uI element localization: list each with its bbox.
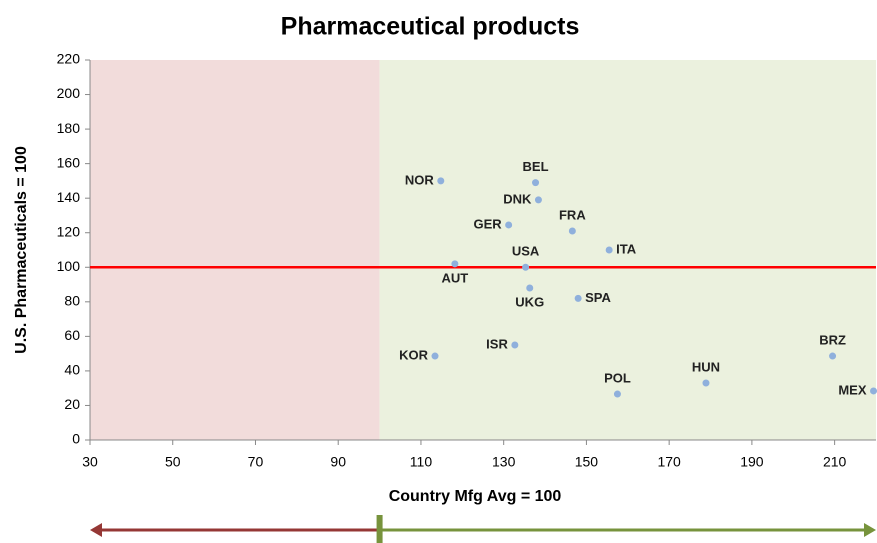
point: [605, 246, 613, 254]
y-tick-label: 80: [64, 293, 80, 309]
x-tick-label: 110: [410, 454, 433, 470]
point: [431, 352, 439, 360]
x-tick-label: 70: [248, 454, 264, 470]
arrow-left-head: [90, 523, 102, 537]
point: [511, 341, 519, 349]
y-tick-label: 40: [64, 362, 80, 378]
point: [534, 196, 542, 204]
point: [451, 260, 459, 268]
point: [702, 379, 710, 387]
x-tick-label: 30: [82, 454, 98, 470]
point: [522, 263, 530, 271]
region: [90, 60, 380, 440]
point-label: KOR: [399, 347, 429, 362]
point-label: DNK: [503, 191, 532, 206]
point-label: ITA: [616, 241, 637, 256]
point: [613, 390, 621, 398]
point: [829, 352, 837, 360]
x-tick-label: 170: [657, 454, 681, 470]
y-tick-label: 140: [57, 189, 81, 205]
chart-title: Pharmaceutical products: [281, 13, 580, 41]
point-label: SPA: [585, 290, 611, 305]
point-label: BRZ: [819, 332, 846, 347]
point-label: BEL: [523, 159, 549, 174]
point: [437, 177, 445, 185]
x-tick-label: 210: [823, 454, 847, 470]
x-tick-label: 130: [492, 454, 516, 470]
y-axis-label: U.S. Pharmaceuticals = 100: [13, 146, 30, 354]
y-tick-label: 100: [57, 258, 81, 274]
point-label: NOR: [405, 172, 435, 187]
point: [505, 221, 513, 229]
region: [379, 60, 876, 440]
point: [568, 227, 576, 235]
y-tick-label: 60: [64, 327, 80, 343]
y-tick-label: 0: [72, 431, 80, 447]
y-tick-label: 180: [57, 120, 81, 136]
point: [526, 284, 534, 292]
y-tick-label: 120: [57, 223, 81, 239]
point-label: GER: [473, 216, 502, 231]
point-label: USA: [512, 244, 540, 259]
point-label: UKG: [515, 294, 544, 309]
x-tick-label: 190: [740, 454, 764, 470]
y-tick-label: 160: [57, 154, 81, 170]
arrow-divider: [376, 515, 383, 543]
point: [574, 294, 582, 302]
x-tick-label: 150: [575, 454, 599, 470]
point-label: AUT: [442, 270, 469, 285]
point-label: POL: [604, 370, 631, 385]
x-tick-label: 50: [165, 454, 181, 470]
point-label: MEX: [838, 382, 867, 397]
y-tick-label: 20: [64, 396, 80, 412]
point: [532, 179, 540, 187]
point-label: FRA: [559, 207, 586, 222]
point-label: HUN: [692, 359, 720, 374]
y-tick-label: 220: [57, 51, 81, 67]
x-tick-label: 90: [330, 454, 346, 470]
point-label: ISR: [486, 336, 508, 351]
x-axis-label: Country Mfg Avg = 100: [389, 488, 562, 505]
y-tick-label: 200: [57, 85, 81, 101]
point: [870, 387, 877, 395]
arrow-right-head: [864, 523, 876, 537]
